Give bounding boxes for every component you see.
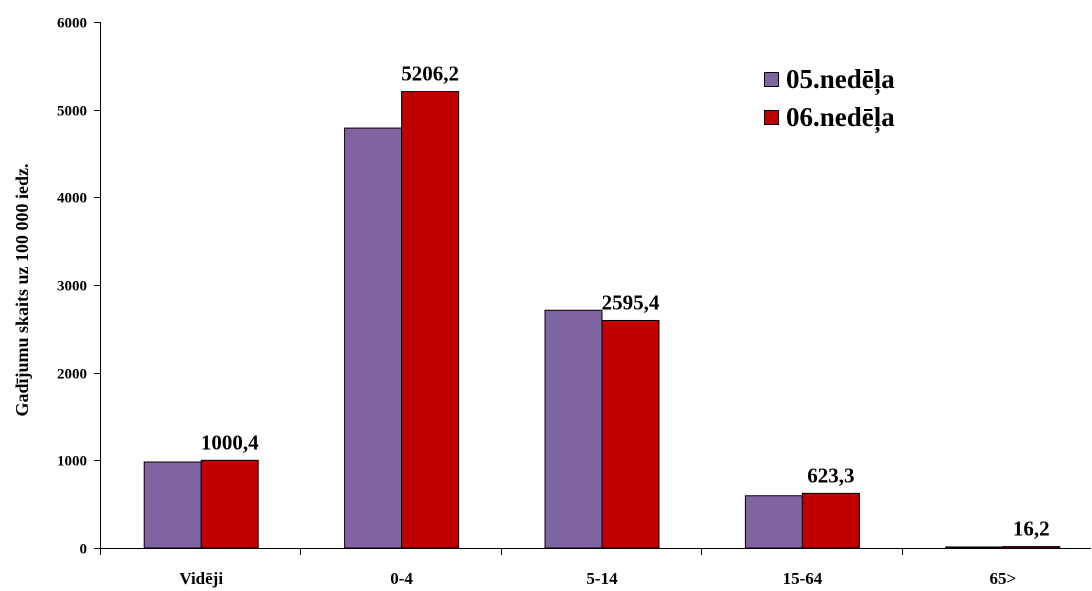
bar-06-nedela-65 [1002,546,1061,549]
data-label-06-nedela-15-64: 623,3 [807,463,854,487]
x-tick-label-65: 65> [989,569,1016,588]
x-tick-label-0-4: 0-4 [390,569,413,588]
x-tick-label-videji: Vidēji [179,569,223,588]
bar-06-nedela-15-64 [801,492,860,549]
bar-05-nedela-0-4 [344,127,403,549]
y-tick-label: 1000 [57,454,87,470]
x-axis-ticks: Vidēji 0-4 5-14 15-64 65> [100,548,1016,588]
y-axis-ticks: 0 1000 2000 3000 4000 5000 6000 [57,16,100,558]
legend-label-05-nedela: 05.nedēļa [786,64,895,96]
bar-05-nedela-videji [143,461,202,549]
data-labels: 1000,4 5206,2 2595,4 623,3 16,2 [201,62,1050,541]
y-tick-label: 5000 [57,104,87,120]
legend-label-06-nedela: 06.nedēļa [786,102,895,134]
bar-06-nedela-5-14 [601,319,660,549]
bar-06-nedela-0-4 [401,91,460,549]
legend-item-05-nedela: 05.nedēļa [764,64,895,96]
data-label-06-nedela-0-4: 5206,2 [401,62,459,86]
bar-06-nedela-videji [200,459,259,549]
x-tick-label-5-14: 5-14 [586,569,618,588]
y-axis-label: Gadījumu skaits uz 100 000 iedz. [12,163,32,416]
data-label-06-nedela-65: 16,2 [1013,517,1050,541]
legend-swatch-05-nedela [764,72,779,87]
y-tick-label: 3000 [57,279,87,295]
legend-swatch-06-nedela [764,110,779,125]
bar-05-nedela-5-14 [544,309,603,549]
y-tick-label: 2000 [57,367,87,383]
bar-05-nedela-15-64 [744,495,803,549]
y-tick-label: 6000 [57,16,87,32]
bars [143,91,1061,549]
data-label-06-nedela-5-14: 2595,4 [602,290,660,314]
legend-item-06-nedela: 06.nedēļa [764,102,895,134]
legend: 05.nedēļa 06.nedēļa [764,64,895,134]
y-tick-label: 0 [80,542,88,558]
y-tick-label: 4000 [57,191,87,207]
x-tick-label-15-64: 15-64 [783,569,823,588]
data-label-06-nedela-videji: 1000,4 [201,430,259,454]
bar-05-nedela-65 [945,546,1004,549]
